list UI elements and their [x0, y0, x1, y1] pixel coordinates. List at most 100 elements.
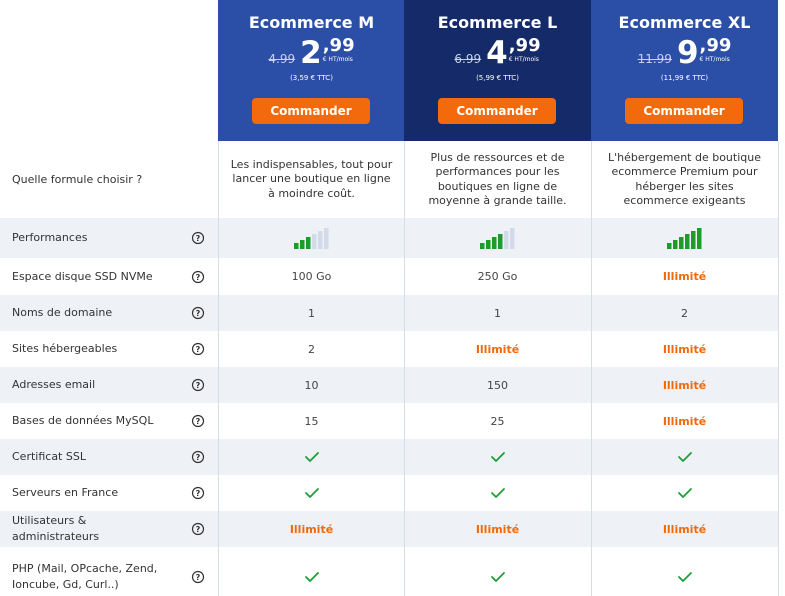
check-mark: [677, 488, 692, 498]
help-circle: [191, 570, 205, 584]
row-label: Quelle formule choisir ?: [12, 172, 143, 186]
table-row: Serveurs en France?: [0, 475, 778, 511]
table-cell: 2: [591, 295, 778, 331]
cell-text: 250 Go: [477, 270, 518, 283]
performance-bar: [503, 231, 508, 249]
cell-text: Illimité: [662, 414, 707, 428]
cell-text: 2: [308, 342, 315, 356]
help-mark: ?: [196, 525, 201, 534]
table-row: Certificat SSL?: [0, 439, 778, 475]
table-cell: [591, 218, 778, 258]
help-circle: [191, 306, 205, 320]
row-label: Performances: [12, 231, 88, 244]
help-icon: ?: [191, 378, 205, 392]
check-mark: [304, 572, 319, 582]
help-mark: ?: [196, 234, 201, 243]
check-icon: [490, 488, 505, 498]
table-cell: Illimité: [404, 331, 591, 367]
help-circle: [191, 486, 205, 500]
help-circle: [191, 450, 205, 464]
cell-text: Illimité: [662, 342, 707, 356]
help-icon: ?: [191, 414, 205, 428]
plan-header: Ecommerce L 6.99 4,99 € HT/mois (5,99 € TTC)…: [404, 0, 591, 141]
plan-header: Ecommerce M 4.99 2,99 € HT/mois (3,59 € TTC)…: [218, 0, 405, 141]
cell-text: 25: [490, 414, 505, 428]
table-row: Adresses email? 10 150 Illimité: [0, 367, 778, 403]
price-int: 2: [300, 35, 322, 71]
check-icon: [304, 488, 319, 498]
price-unit: € HT/mois: [699, 56, 730, 63]
table-cell: 1: [218, 295, 405, 331]
help-mark: ?: [196, 417, 201, 426]
help-circle: [191, 378, 205, 392]
table-row: Quelle formule choisir ? Les indispensabl…: [0, 141, 778, 218]
price-dec: ,99: [322, 35, 355, 56]
performance-bar: [293, 243, 298, 249]
performance-bar: [684, 234, 689, 249]
row-label: Sites hébergeables: [12, 342, 118, 355]
performance-bar: [672, 240, 677, 249]
order-button[interactable]: Commander: [438, 98, 556, 124]
price-dec-group: ,99 € HT/mois: [322, 35, 355, 64]
check-icon: [304, 572, 319, 582]
table-cell: Les indispensables, tout pour lancer une…: [218, 141, 405, 218]
plan-name: Ecommerce M: [248, 13, 375, 32]
order-button[interactable]: Commander: [252, 98, 370, 124]
table-row: Utilisateurs & administrateurs? Illimité I…: [0, 511, 778, 547]
help-circle: [191, 522, 205, 536]
table-cell: 25: [404, 403, 591, 439]
order-button[interactable]: Commander: [625, 98, 743, 124]
performance-bar: [305, 237, 310, 249]
help-circle: [191, 342, 205, 356]
row-label: Adresses email: [12, 378, 96, 391]
cell-text: 15: [304, 414, 319, 428]
cell-text: 1: [308, 306, 315, 320]
help-circle: [191, 231, 205, 245]
help-mark: ?: [196, 345, 201, 354]
cell-text: L'hébergement de boutique ecommerce Prem…: [607, 150, 761, 208]
price: 4.99 2,99 € HT/mois: [218, 35, 405, 71]
check-icon: [490, 452, 505, 462]
table-cell: 250 Go: [404, 258, 591, 295]
column-divider: [778, 141, 779, 596]
cell-text: Les indispensables, tout pour lancer une…: [230, 157, 393, 200]
table-cell: L'hébergement de boutique ecommerce Prem…: [591, 141, 778, 218]
row-label: Noms de domaine: [12, 306, 113, 319]
table-cell: [404, 218, 591, 258]
plan-header: Ecommerce XL 11.99 9,99 € HT/mois (11,99 € T…: [591, 0, 778, 141]
table-cell: 150: [404, 367, 591, 403]
help-icon: ?: [191, 450, 205, 464]
price-unit: € HT/mois: [322, 56, 353, 63]
table-cell: 1: [404, 295, 591, 331]
help-icon: ?: [191, 486, 205, 500]
table-cell: Illimité: [591, 403, 778, 439]
performance-bar: [485, 240, 490, 249]
row-label: PHP (Mail, OPcache, Zend, Ioncube, Gd, C…: [12, 562, 158, 591]
column-divider: [591, 141, 592, 596]
table-cell: 100 Go: [218, 258, 405, 295]
help-icon: ?: [191, 306, 205, 320]
table-cell: [404, 439, 591, 475]
check-icon: [304, 452, 319, 462]
price-unit: € HT/mois: [508, 56, 539, 63]
help-mark: ?: [196, 381, 201, 390]
price-dec: ,99: [508, 35, 541, 56]
performance-bar: [696, 228, 701, 249]
check-icon: [490, 572, 505, 582]
table-cell: Plus de ressources et de performances po…: [404, 141, 591, 218]
table-cell: [218, 218, 405, 258]
performance-bar: [323, 228, 328, 249]
cell-text: Illimité: [662, 270, 707, 283]
check-mark: [304, 488, 319, 498]
table-cell: [218, 475, 405, 511]
table-cell: [591, 439, 778, 475]
price-int: 9: [676, 35, 699, 71]
check-mark: [677, 572, 692, 582]
table-row: Bases de données MySQL? 15 25 Illimité: [0, 403, 778, 439]
old-price: 4.99: [268, 52, 296, 66]
cell-text: Illimité: [662, 522, 707, 536]
table-cell: 15: [218, 403, 405, 439]
price-ttc: (5,99 € TTC): [476, 74, 519, 82]
table-cell: [404, 547, 591, 596]
row-label: Certificat SSL: [12, 450, 86, 463]
